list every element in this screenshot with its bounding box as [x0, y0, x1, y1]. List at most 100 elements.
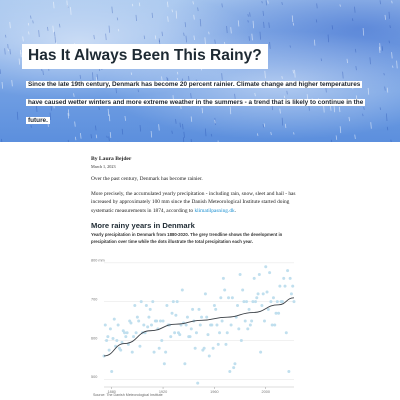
rain-streak [354, 6, 356, 13]
rain-streak [130, 72, 133, 76]
data-point [152, 350, 156, 354]
rain-streak [70, 7, 72, 15]
data-point [115, 338, 119, 342]
data-point [116, 323, 120, 327]
rain-streak [362, 27, 365, 36]
rain-streak [284, 123, 287, 129]
rain-streak [1, 81, 4, 89]
rain-streak [385, 113, 388, 122]
chart-title: More rainy years in Denmark [91, 221, 195, 231]
rain-streak [386, 87, 389, 93]
rain-streak [116, 17, 119, 21]
rain-streak [281, 117, 284, 126]
paragraph-1: Over the past century, Denmark has becom… [91, 176, 203, 182]
rain-streak [92, 72, 94, 81]
data-point [106, 335, 110, 339]
rain-streak [171, 130, 173, 134]
data-point [278, 284, 282, 288]
rain-streak [108, 136, 110, 142]
rain-streak [66, 0, 68, 8]
rain-streak [210, 133, 213, 137]
rain-streak [217, 140, 219, 142]
rain-streak [192, 1, 194, 5]
rain-streak [256, 133, 259, 136]
data-point [175, 300, 179, 304]
rain-streak [325, 87, 327, 93]
rain-streak [42, 70, 44, 76]
rain-streak [90, 134, 92, 139]
rain-streak [135, 14, 137, 22]
rain-streak [73, 93, 75, 97]
rain-streak [193, 35, 195, 41]
rain-streak [109, 132, 112, 138]
data-point [265, 290, 269, 294]
data-point [185, 315, 189, 319]
rain-streak [4, 48, 6, 55]
rain-streak [252, 20, 255, 29]
rain-streak [342, 71, 344, 79]
data-point [220, 319, 224, 323]
data-point [245, 300, 248, 304]
data-point [151, 300, 155, 304]
data-point [253, 300, 257, 304]
rain-streak [269, 41, 271, 49]
chart-labels: 500 600 700 800 mm 1880 1920 1960 2000 [91, 259, 270, 393]
rain-streak [388, 40, 390, 44]
rain-streak [52, 25, 54, 33]
data-point [202, 346, 206, 350]
rain-streak [379, 43, 381, 51]
rain-streak [7, 48, 9, 52]
rain-streak [315, 19, 318, 23]
page-title: Has It Always Been This Rainy? [28, 47, 262, 64]
data-point [203, 292, 207, 296]
rain-streak [338, 106, 341, 113]
rain-streak [369, 57, 371, 65]
rain-streak [27, 22, 30, 26]
rain-streak [320, 58, 323, 62]
rain-streak [171, 9, 173, 13]
rain-streak [197, 7, 199, 12]
source-link[interactable]: klimatilpasning.dk [194, 207, 235, 214]
data-point [257, 273, 261, 277]
data-point [173, 331, 177, 335]
rain-streak [95, 134, 98, 139]
data-point [183, 362, 187, 366]
rain-streak [268, 22, 270, 28]
hero-banner: Has It Always Been This Rainy? Since the… [0, 0, 400, 142]
data-point [178, 333, 182, 337]
chart-subtitle: Yearly precipitation in Denmark from 188… [91, 232, 283, 244]
chart-trend [103, 297, 295, 357]
rain-streak [190, 139, 192, 142]
rain-streak [378, 46, 381, 54]
data-point [280, 300, 284, 304]
rain-streak [331, 25, 334, 30]
data-point [273, 323, 277, 327]
rain-streak [58, 23, 61, 28]
data-point [155, 319, 159, 323]
data-point [236, 304, 240, 308]
data-point [246, 327, 250, 331]
rain-streak [19, 49, 22, 55]
rain-streak [254, 92, 256, 97]
rain-streak [383, 72, 385, 76]
data-point [223, 288, 227, 292]
data-point [134, 331, 138, 335]
rain-streak [111, 6, 113, 14]
data-point [237, 327, 241, 331]
data-point [164, 350, 168, 354]
data-point [146, 325, 150, 329]
y-tick-label: 700 [91, 297, 97, 301]
data-point [239, 338, 243, 342]
rain-streak [362, 113, 364, 117]
data-point [171, 300, 175, 304]
rain-streak [199, 18, 202, 27]
data-point [289, 292, 293, 296]
rain-streak [291, 15, 294, 23]
data-point [158, 319, 162, 323]
rain-streak [158, 124, 160, 131]
rain-streak [96, 74, 99, 80]
rain-streak [292, 22, 295, 26]
rain-streak [28, 31, 30, 35]
rain-streak [261, 0, 263, 4]
rain-streak [49, 112, 52, 121]
